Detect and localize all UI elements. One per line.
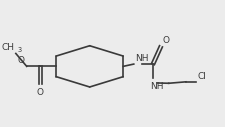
Text: 3: 3 (18, 47, 22, 53)
Text: O: O (162, 36, 169, 45)
Text: O: O (37, 88, 44, 97)
Text: Cl: Cl (198, 72, 207, 81)
Text: NH: NH (150, 82, 164, 91)
Text: CH: CH (2, 43, 15, 52)
Text: NH: NH (135, 54, 149, 63)
Text: O: O (18, 56, 25, 65)
